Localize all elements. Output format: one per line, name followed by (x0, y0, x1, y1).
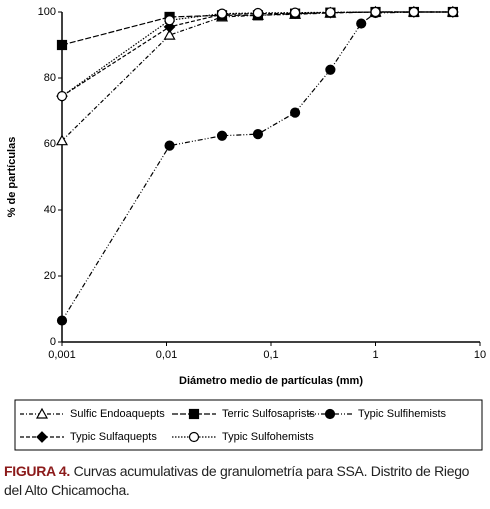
legend-label: Typic Sulfihemists (358, 408, 447, 420)
marker (55, 134, 69, 146)
marker (216, 130, 228, 141)
legend-label: Sulfic Endoaquepts (70, 408, 165, 420)
marker (252, 129, 264, 140)
marker (35, 407, 49, 419)
marker (56, 315, 68, 326)
x-tick-label: 0,01 (156, 349, 177, 361)
chart: % de partículas Diámetro medio de partíc… (6, 5, 486, 451)
marker (164, 15, 175, 26)
legend-box (14, 399, 483, 451)
caption: FIGURA 4. Curvas acumulativas de granulo… (4, 462, 486, 500)
marker (216, 8, 228, 19)
legend-label: Typic Sulfaquepts (70, 431, 157, 443)
marker (252, 7, 264, 19)
x-axis-label: Diámetro medio de partículas (mm) (179, 375, 363, 387)
y-tick-label: 20 (44, 270, 56, 282)
marker (356, 18, 367, 29)
marker (325, 7, 336, 18)
legend-label: Terric Sulfosaprists (222, 408, 315, 420)
marker (56, 39, 68, 51)
y-tick-label: 0 (50, 336, 56, 348)
marker (164, 140, 175, 151)
legend-label: Typic Sulfohemists (222, 431, 314, 443)
marker (289, 7, 301, 18)
marker (163, 28, 176, 40)
marker (447, 6, 458, 18)
y-tick-label: 60 (44, 138, 56, 150)
caption-label: FIGURA 4. (4, 463, 71, 479)
marker (188, 431, 200, 443)
y-tick-label: 80 (44, 72, 56, 84)
marker (56, 91, 68, 102)
series-line (61, 11, 453, 97)
x-tick-label: 0,1 (263, 349, 278, 361)
y-axis-label: % de partículas (6, 137, 18, 218)
marker (36, 431, 48, 443)
marker (408, 6, 419, 18)
marker (188, 408, 200, 420)
x-tick-label: 10 (474, 349, 486, 361)
y-tick-label: 100 (38, 6, 56, 18)
x-tick-label: 0,001 (48, 349, 76, 361)
marker (325, 64, 336, 75)
series-line (61, 11, 453, 142)
marker (324, 408, 336, 420)
y-tick-label: 40 (44, 204, 56, 216)
caption-text: Curvas acumulativas de granulometría par… (4, 463, 470, 498)
marker (289, 107, 301, 118)
x-tick-label: 1 (372, 349, 378, 361)
marker (370, 6, 381, 18)
